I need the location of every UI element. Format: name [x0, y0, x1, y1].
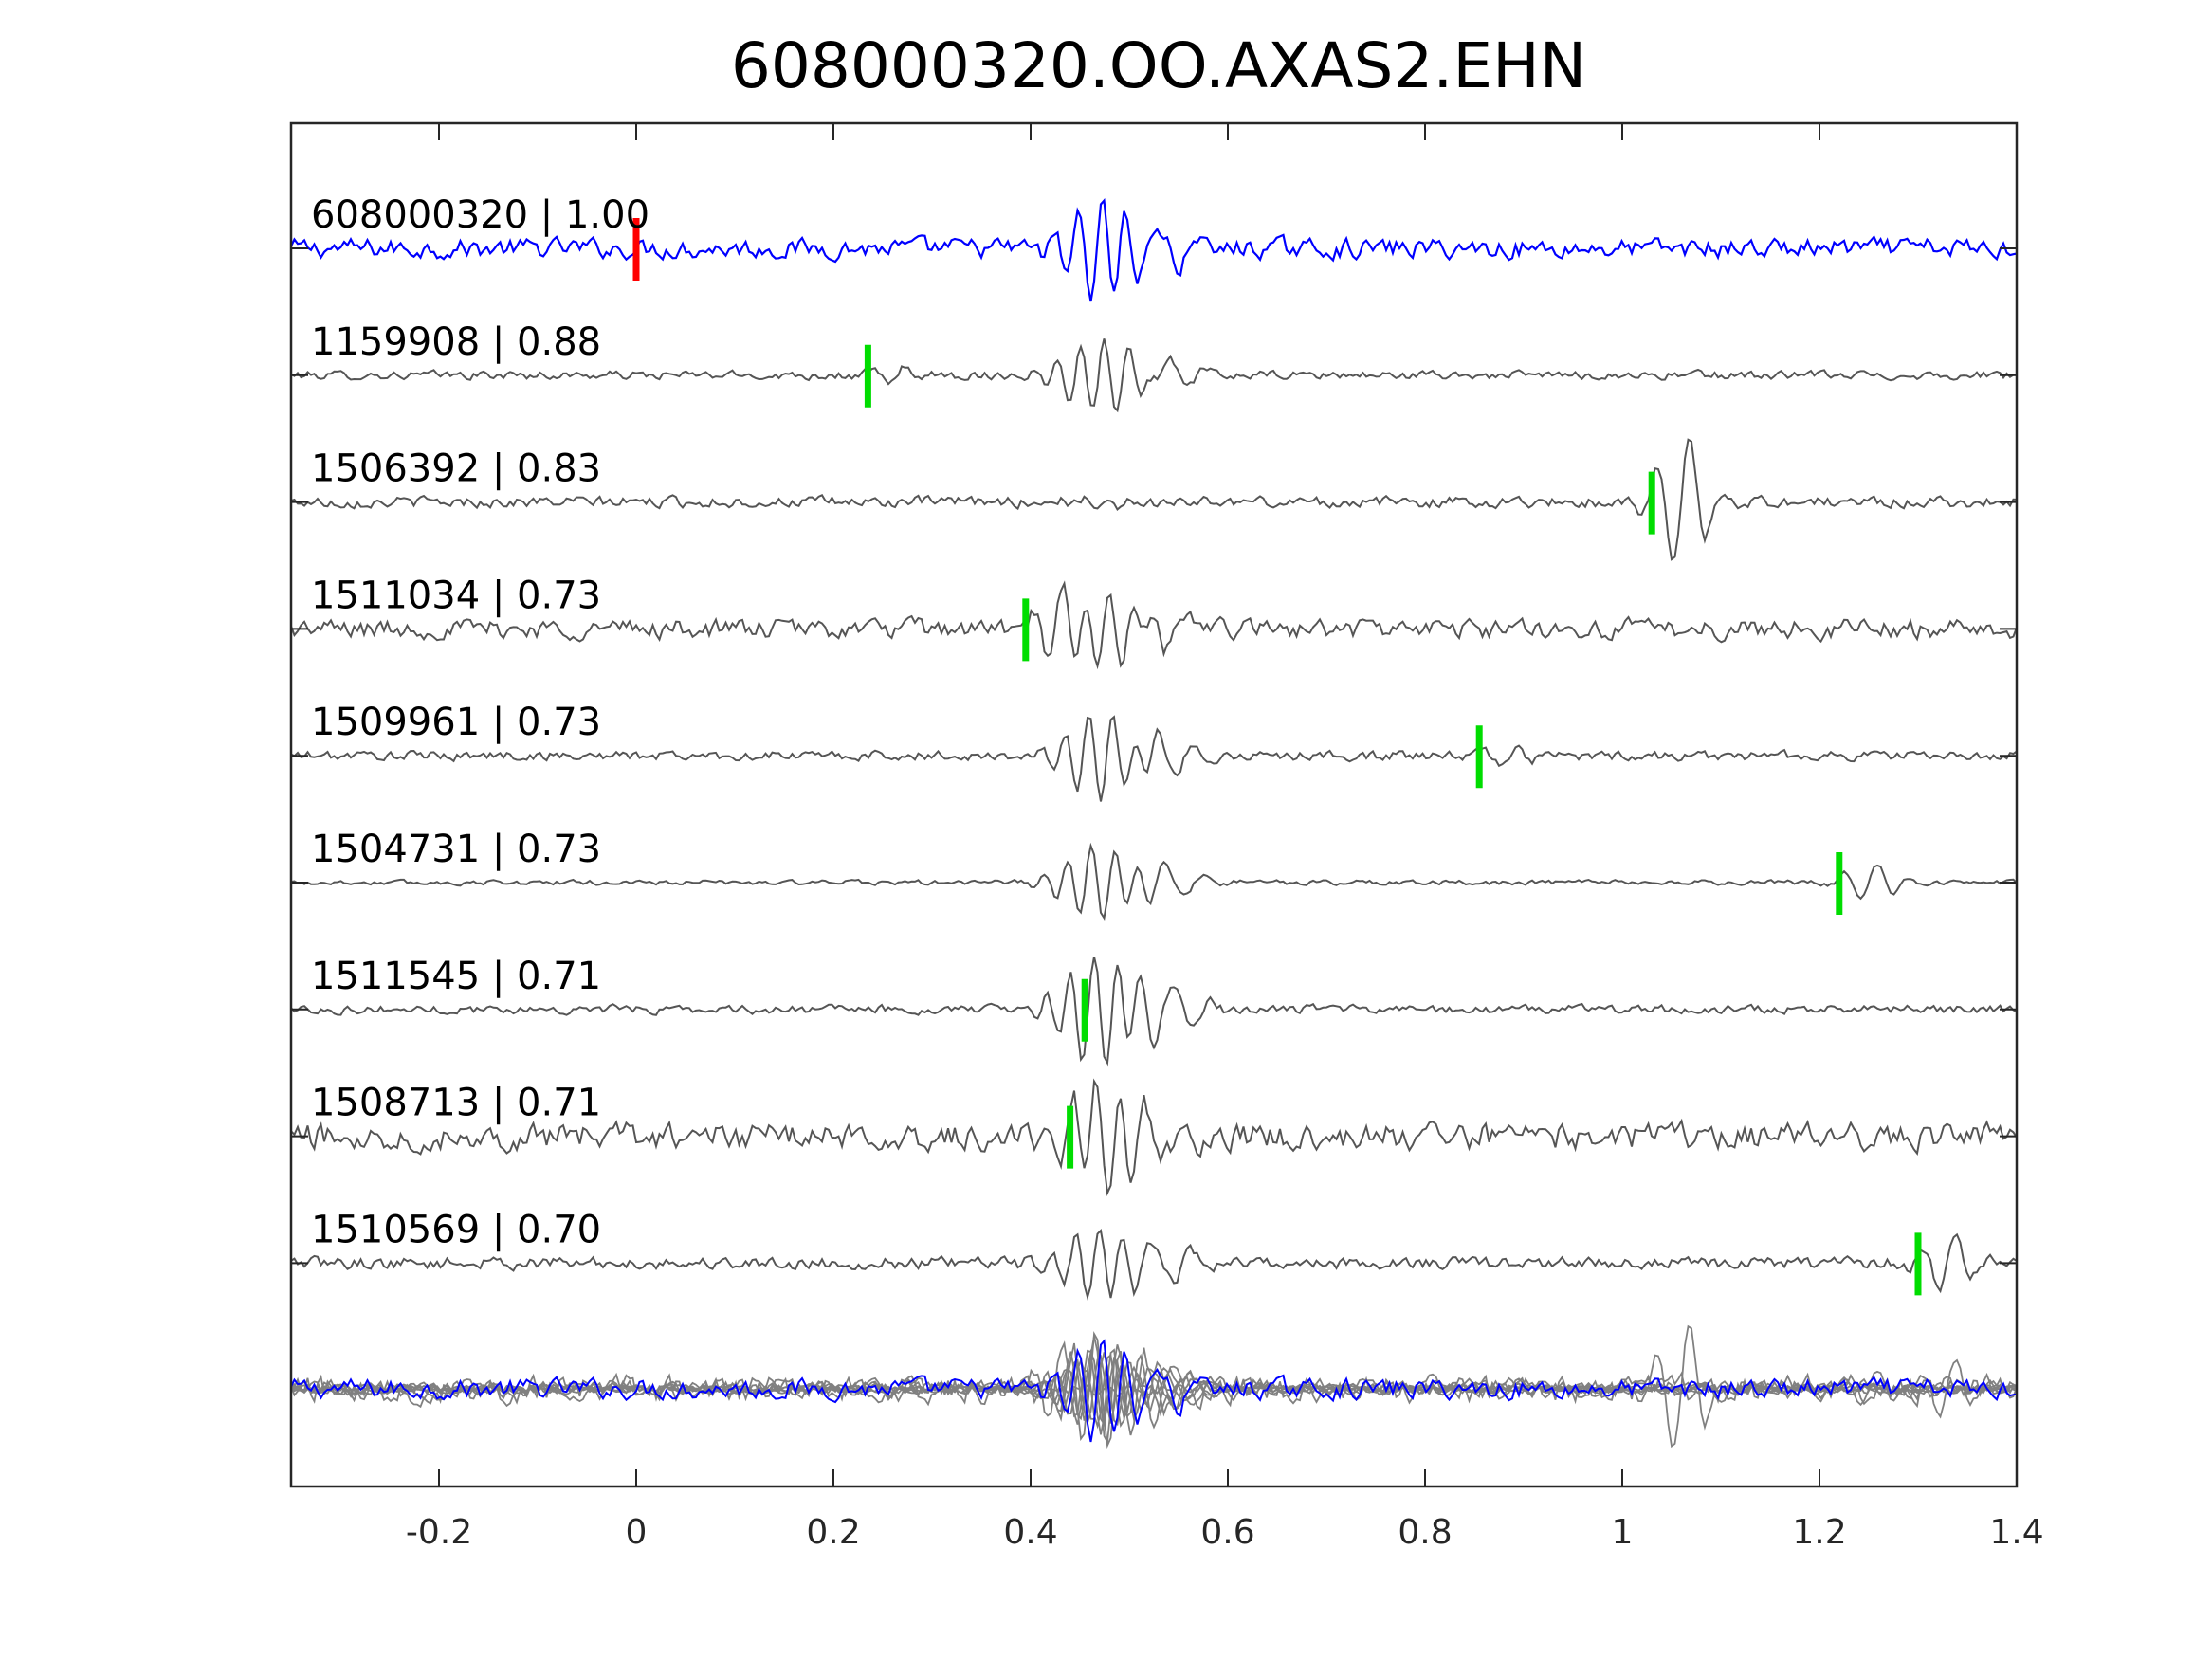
waveform-1506392: [290, 438, 2018, 561]
x-axis-ticks: -0.2 0 0.2 0.4 0.6 0.8 1 1.2 1.4: [406, 123, 2044, 1552]
waveform-1504731: [290, 842, 2018, 921]
trace-label-1509961: 1509961 | 0.73: [311, 701, 601, 744]
x-tick-label: 0: [626, 1513, 648, 1552]
x-tick-label: 0.6: [1200, 1513, 1254, 1552]
waveform-1510569: [290, 1229, 2018, 1301]
x-tick-label: 0.4: [1003, 1513, 1057, 1552]
x-tick-label: 1.2: [1792, 1513, 1846, 1552]
waveform-1511545: [290, 956, 2018, 1066]
trace-label-608000320: 608000320 | 1.00: [311, 193, 649, 237]
trace-labels: 608000320 | 1.00 1159908 | 0.88 1506392 | …: [311, 193, 649, 1251]
trace-label-1510569: 1510569 | 0.70: [311, 1208, 601, 1251]
trace-label-1508713: 1508713 | 0.71: [311, 1082, 601, 1125]
waveform-1509961: [290, 715, 2018, 802]
x-tick-label: -0.2: [406, 1513, 472, 1552]
waveform-1511034: [290, 580, 2018, 670]
trace-label-1511034: 1511034 | 0.73: [311, 574, 601, 617]
waveform-1508713: [290, 1078, 2018, 1197]
x-tick-label: 1.4: [1989, 1513, 2043, 1552]
x-tick-label: 0.8: [1398, 1513, 1452, 1552]
waveform-1159908: [290, 338, 2018, 413]
chart-title: 608000320.OO.AXAS2.EHN: [731, 29, 1586, 102]
stacked-overlay: [290, 1324, 2018, 1449]
trace-label-1159908: 1159908 | 0.88: [311, 320, 601, 364]
waveform-608000320: [290, 198, 2018, 302]
x-tick-label: 1: [1612, 1513, 1634, 1552]
trace-label-1511545: 1511545 | 0.71: [311, 955, 601, 998]
overlay-waveform-608000320: [290, 1339, 2018, 1443]
trace-label-1504731: 1504731 | 0.73: [311, 828, 601, 871]
axes-box: [289, 121, 2019, 1488]
x-tick-label: 0.2: [806, 1513, 860, 1552]
overlay-waveform-1508713: [290, 1331, 2018, 1449]
waveform-traces: [290, 198, 2018, 1301]
trace-label-1506392: 1506392 | 0.83: [311, 447, 601, 491]
pick-markers: [632, 218, 1922, 1296]
